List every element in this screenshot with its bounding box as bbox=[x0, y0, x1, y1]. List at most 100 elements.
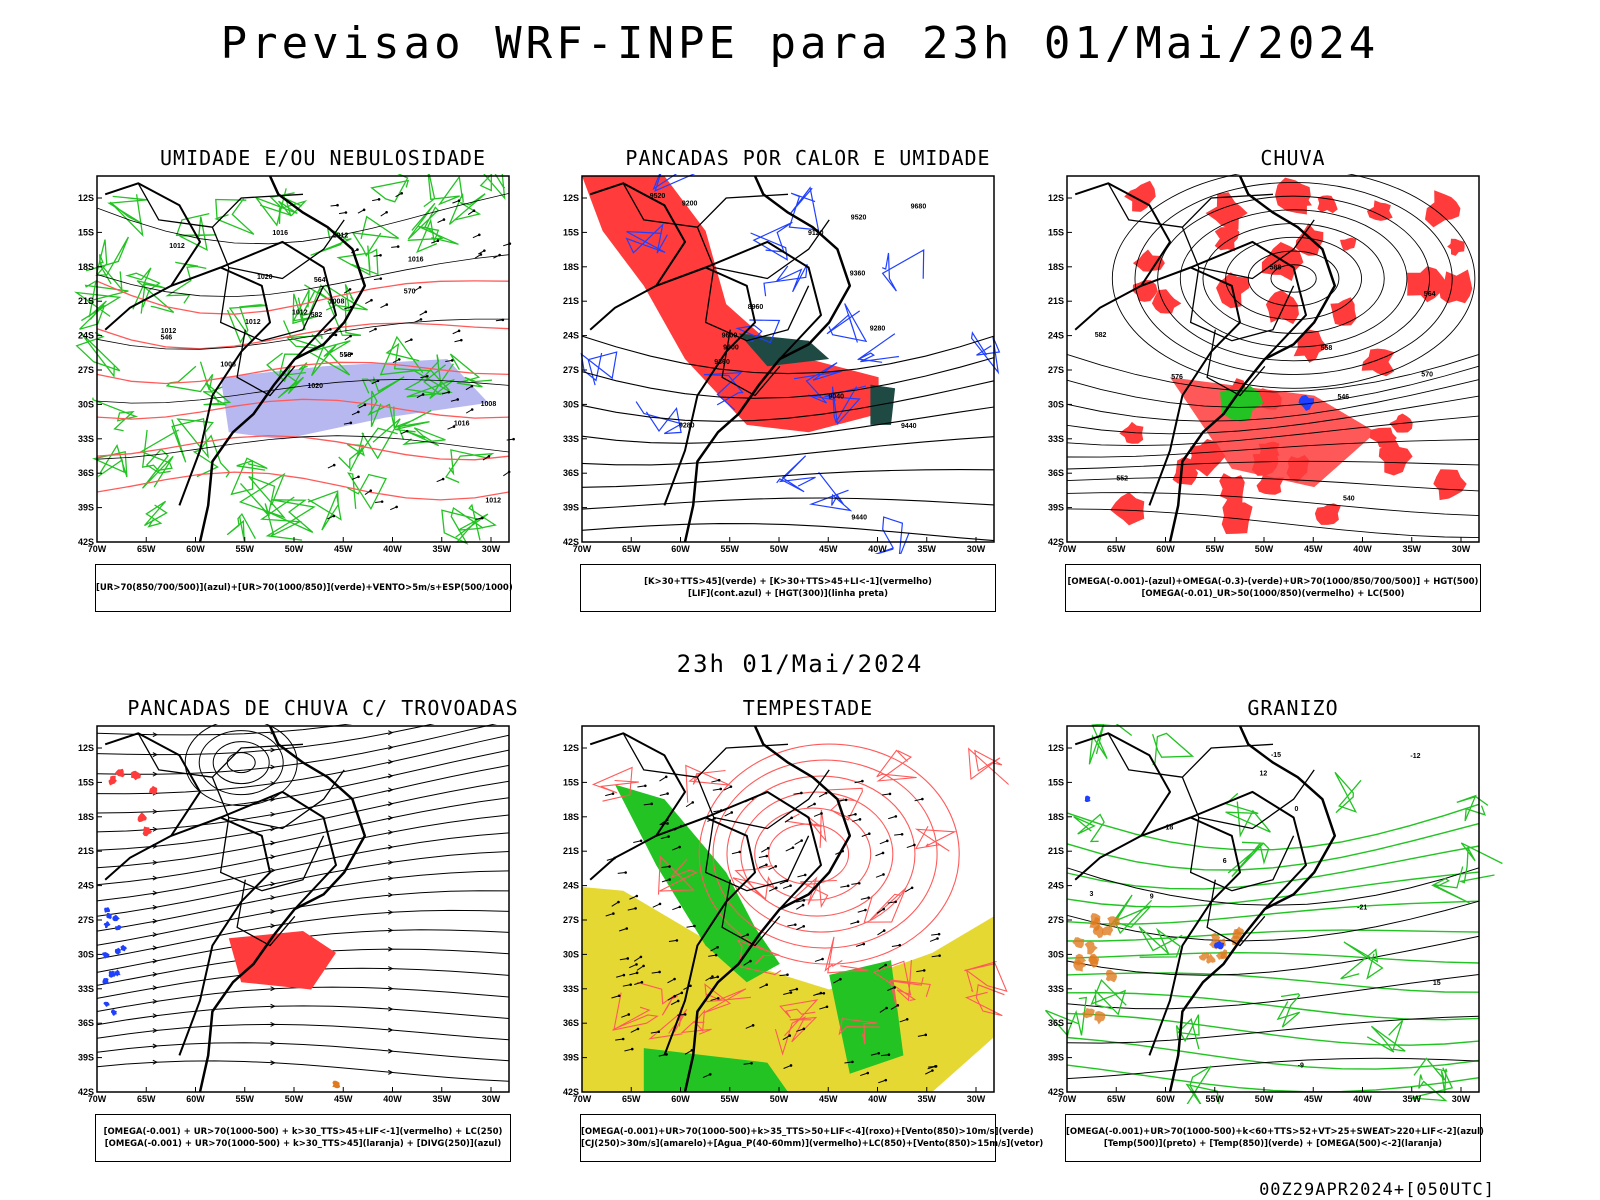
state-border bbox=[211, 219, 345, 280]
hgt500-contour bbox=[1066, 415, 1480, 447]
wind-vector-head bbox=[813, 802, 816, 806]
humidity-1000-850-contour bbox=[325, 297, 368, 336]
temp500-contour bbox=[1066, 900, 1480, 942]
borders bbox=[589, 175, 852, 543]
lon-tick-label: 30W bbox=[482, 1094, 501, 1104]
lon-tick-label: 40W bbox=[383, 1094, 402, 1104]
lat-tick-label: 27S bbox=[563, 365, 579, 375]
lon-tick-label: 40W bbox=[383, 544, 402, 554]
lon-tick-label: 50W bbox=[1255, 544, 1274, 554]
lif-contour bbox=[970, 331, 1001, 375]
wind-vector-head bbox=[380, 500, 384, 503]
contour-label: 558 bbox=[1321, 345, 1333, 352]
lc250-streamline-arrow bbox=[388, 946, 394, 952]
lif-contour bbox=[881, 248, 925, 292]
wind-vector bbox=[891, 944, 900, 948]
wind-vector-head bbox=[729, 785, 733, 788]
wind-vector-head bbox=[348, 288, 352, 291]
hgt300-contour bbox=[581, 436, 995, 466]
lat-tick-label: 42S bbox=[1048, 537, 1064, 547]
instability-li-area bbox=[582, 176, 879, 433]
lc850-contour bbox=[740, 791, 894, 917]
temp850-contour bbox=[1185, 1065, 1220, 1104]
water-vapor-contour bbox=[968, 747, 1009, 785]
wind-vector bbox=[878, 1079, 886, 1084]
wind-vector bbox=[710, 946, 718, 952]
hgt500-contour bbox=[1066, 492, 1480, 517]
omega500-area bbox=[1107, 916, 1120, 927]
wind-vector-head bbox=[640, 980, 644, 984]
wind-vector-head bbox=[839, 977, 842, 981]
wind-vector bbox=[710, 997, 719, 1001]
contour-label: 9520 bbox=[851, 214, 867, 221]
humidity-1000-850-contour bbox=[423, 174, 463, 208]
wind-vector bbox=[782, 1035, 791, 1041]
wind-vector-head bbox=[866, 1071, 870, 1075]
rain-area bbox=[1366, 200, 1393, 221]
wind-vector bbox=[851, 882, 860, 885]
lon-tick-label: 50W bbox=[770, 1094, 789, 1104]
lat-tick-label: 24S bbox=[1048, 881, 1064, 891]
lat-tick-label: 39S bbox=[563, 1053, 579, 1063]
wind-vector-head bbox=[910, 886, 914, 890]
temp850-contour bbox=[1066, 972, 1480, 993]
divergence-area bbox=[101, 952, 110, 959]
legend-box: [OMEGA(-0.001)+UR>70(1000-500)+k<60+TTS>… bbox=[1065, 1114, 1484, 1162]
wind-vector-head bbox=[483, 249, 486, 252]
state-border bbox=[1206, 329, 1266, 397]
wind-vector-head bbox=[794, 923, 797, 926]
divergence-area bbox=[114, 947, 121, 955]
wind-vector bbox=[794, 840, 802, 845]
water-vapor-contour bbox=[863, 887, 907, 923]
rain-area bbox=[1205, 192, 1248, 230]
hgt500-contour bbox=[1066, 460, 1480, 470]
wind-vector bbox=[815, 992, 824, 995]
contour-label: 9200 bbox=[682, 200, 698, 207]
wind-vector-head bbox=[477, 233, 481, 237]
contour-label: 9360 bbox=[714, 359, 730, 366]
humidity-1000-850-contour bbox=[356, 418, 401, 460]
wind-vector bbox=[844, 1061, 853, 1064]
wind-vector-head bbox=[738, 850, 742, 854]
lat-tick-label: 30S bbox=[1048, 399, 1064, 409]
contour-label: -15 bbox=[1271, 752, 1281, 759]
wind-vector bbox=[705, 976, 713, 982]
lc250-streamline-arrow bbox=[270, 986, 276, 992]
thunderstorm-area bbox=[142, 826, 153, 837]
water-vapor-contour bbox=[591, 766, 639, 802]
wind-vector bbox=[783, 1064, 792, 1069]
lat-tick-label: 12S bbox=[563, 193, 579, 203]
map-frame bbox=[1067, 726, 1479, 1092]
wind-vector bbox=[833, 978, 841, 984]
wind-vector bbox=[925, 1070, 933, 1075]
wind-vector-head bbox=[344, 211, 348, 214]
wind-vector bbox=[860, 1072, 868, 1077]
lat-tick-label: 15S bbox=[1048, 777, 1064, 787]
hgt300-contour bbox=[581, 335, 995, 375]
state-border bbox=[704, 817, 810, 892]
wind-vector-head bbox=[332, 463, 336, 467]
pressure-contour bbox=[96, 378, 510, 404]
contour-label: 9440 bbox=[851, 515, 867, 522]
contour-label: 9520 bbox=[650, 193, 666, 200]
thunderstorm-area bbox=[115, 768, 125, 778]
lc250-streamline-arrow bbox=[270, 867, 276, 873]
wind-vector-head bbox=[611, 792, 615, 795]
lat-tick-label: 33S bbox=[563, 984, 579, 994]
lc250-streamline-arrow bbox=[152, 890, 158, 896]
lc250-streamline-arrow bbox=[152, 809, 158, 815]
temp850-contour bbox=[1108, 894, 1153, 935]
lat-tick-label: 42S bbox=[78, 1087, 94, 1097]
contour-label: 576 bbox=[1171, 374, 1183, 381]
wind-vector bbox=[758, 855, 767, 858]
lat-tick-label: 18S bbox=[1048, 262, 1064, 272]
contour-label: 564 bbox=[1424, 291, 1436, 298]
humidity-1000-850-contour bbox=[479, 174, 506, 200]
omega500-area bbox=[1105, 969, 1118, 983]
wind-vector bbox=[788, 988, 797, 992]
contour-label: 1012 bbox=[485, 498, 501, 505]
water-vapor-contour bbox=[732, 865, 776, 901]
wind-vector bbox=[807, 803, 815, 808]
lon-tick-label: 70W bbox=[88, 1094, 107, 1104]
